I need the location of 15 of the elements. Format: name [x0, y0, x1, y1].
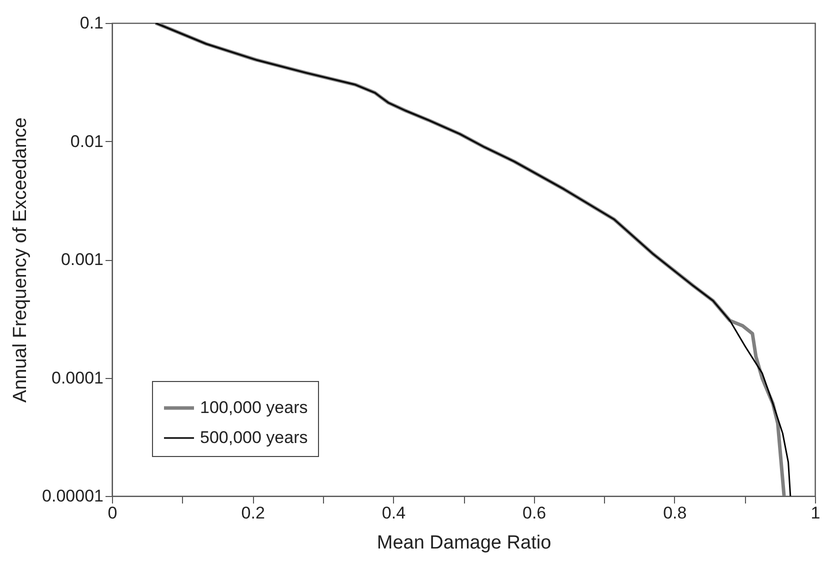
y-tick-label: 0.001 [60, 250, 104, 269]
x-tick-label: 0.4 [382, 504, 406, 522]
x-tick-label: 0 [108, 504, 118, 522]
y-tick-label: 0.1 [80, 14, 104, 32]
x-axis-title: Mean Damage Ratio [376, 532, 552, 554]
y-axis-title: Annual Frequency of Exceedance [10, 117, 32, 403]
x-tick-label: 0.6 [522, 504, 546, 522]
legend-label: 100,000 years [200, 398, 308, 417]
legend-label: 500,000 years [200, 428, 308, 447]
x-tick-label: 0.2 [241, 504, 265, 522]
x-tick-label: 1 [810, 504, 820, 522]
y-tick-label: 0.0001 [52, 368, 104, 388]
x-tick-label: 0.8 [663, 504, 687, 522]
y-tick-label: 0.01 [70, 132, 104, 151]
y-tick-label: 0.00001 [42, 486, 104, 506]
